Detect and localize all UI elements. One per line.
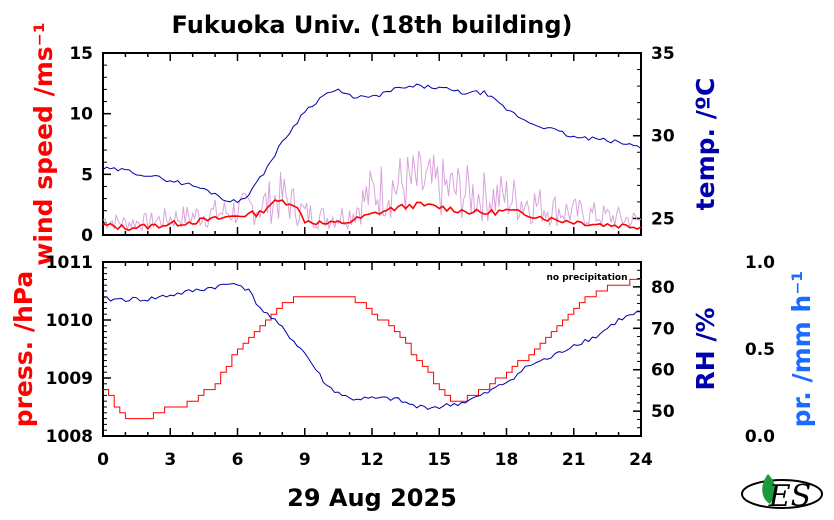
right-axis-label: RH /% [691,307,720,390]
left-tick-label: 1009 [46,369,93,389]
left-axis-label: press. /hPa [9,271,38,428]
relative-humidity-series [102,282,642,410]
left-tick-label: 1010 [46,311,93,331]
x-tick-label: 6 [232,450,244,470]
right-tick-label: 30 [651,127,675,147]
left-tick-label: 10 [69,105,93,125]
temperature-series [102,83,642,204]
precip-tick-label: 1.0 [745,253,775,273]
x-tick-label: 0 [97,450,109,470]
right-tick-label: 25 [651,209,675,229]
right-tick-label: 50 [651,402,675,422]
plot-frame [102,261,642,437]
x-tick-label: 21 [562,450,586,470]
left-tick-label: 5 [81,165,93,185]
x-tick-label: 12 [360,450,384,470]
x-axis-label: 29 Aug 2025 [287,484,457,512]
x-tick-label: 18 [495,450,519,470]
right-tick-label: 35 [651,44,675,64]
no-precipitation-note: no precipitation [546,273,627,283]
x-tick-label: 3 [164,450,176,470]
right-tick-label: 70 [651,319,675,339]
chart-title: Fukuoka Univ. (18th building) [172,11,573,39]
left-tick-label: 1008 [46,427,93,447]
wind-gust-series [102,151,642,232]
left-tick-label: 15 [69,44,93,64]
wind-speed-series [102,199,642,232]
left-axis-label: wind speed /ms⁻¹ [29,22,58,266]
right-axis-label: temp. /ºC [691,78,720,211]
precip-tick-label: 0.5 [745,340,775,360]
right-tick-label: 80 [651,278,675,298]
x-tick-label: 24 [629,450,653,470]
precip-axis-label: pr. /mm h⁻¹ [787,271,816,428]
university-leaf-logo-icon: ES [741,474,823,514]
x-tick-label: 15 [427,450,451,470]
pressure-series [103,278,641,420]
x-tick-label: 9 [299,450,311,470]
right-tick-label: 60 [651,361,675,381]
left-tick-label: 0 [81,226,93,246]
precip-tick-label: 0.0 [745,427,775,447]
bottom-panel: 0 3 6 9 12 15 18 21 24 1008 1009 1010 1011 50 60 70 80 pr… [9,253,816,470]
left-tick-label: 1011 [46,253,93,273]
logo-text: ES [768,479,811,514]
top-panel: 0 5 10 15 25 30 35 wind speed /ms⁻¹ temp. /ºC [29,22,720,266]
